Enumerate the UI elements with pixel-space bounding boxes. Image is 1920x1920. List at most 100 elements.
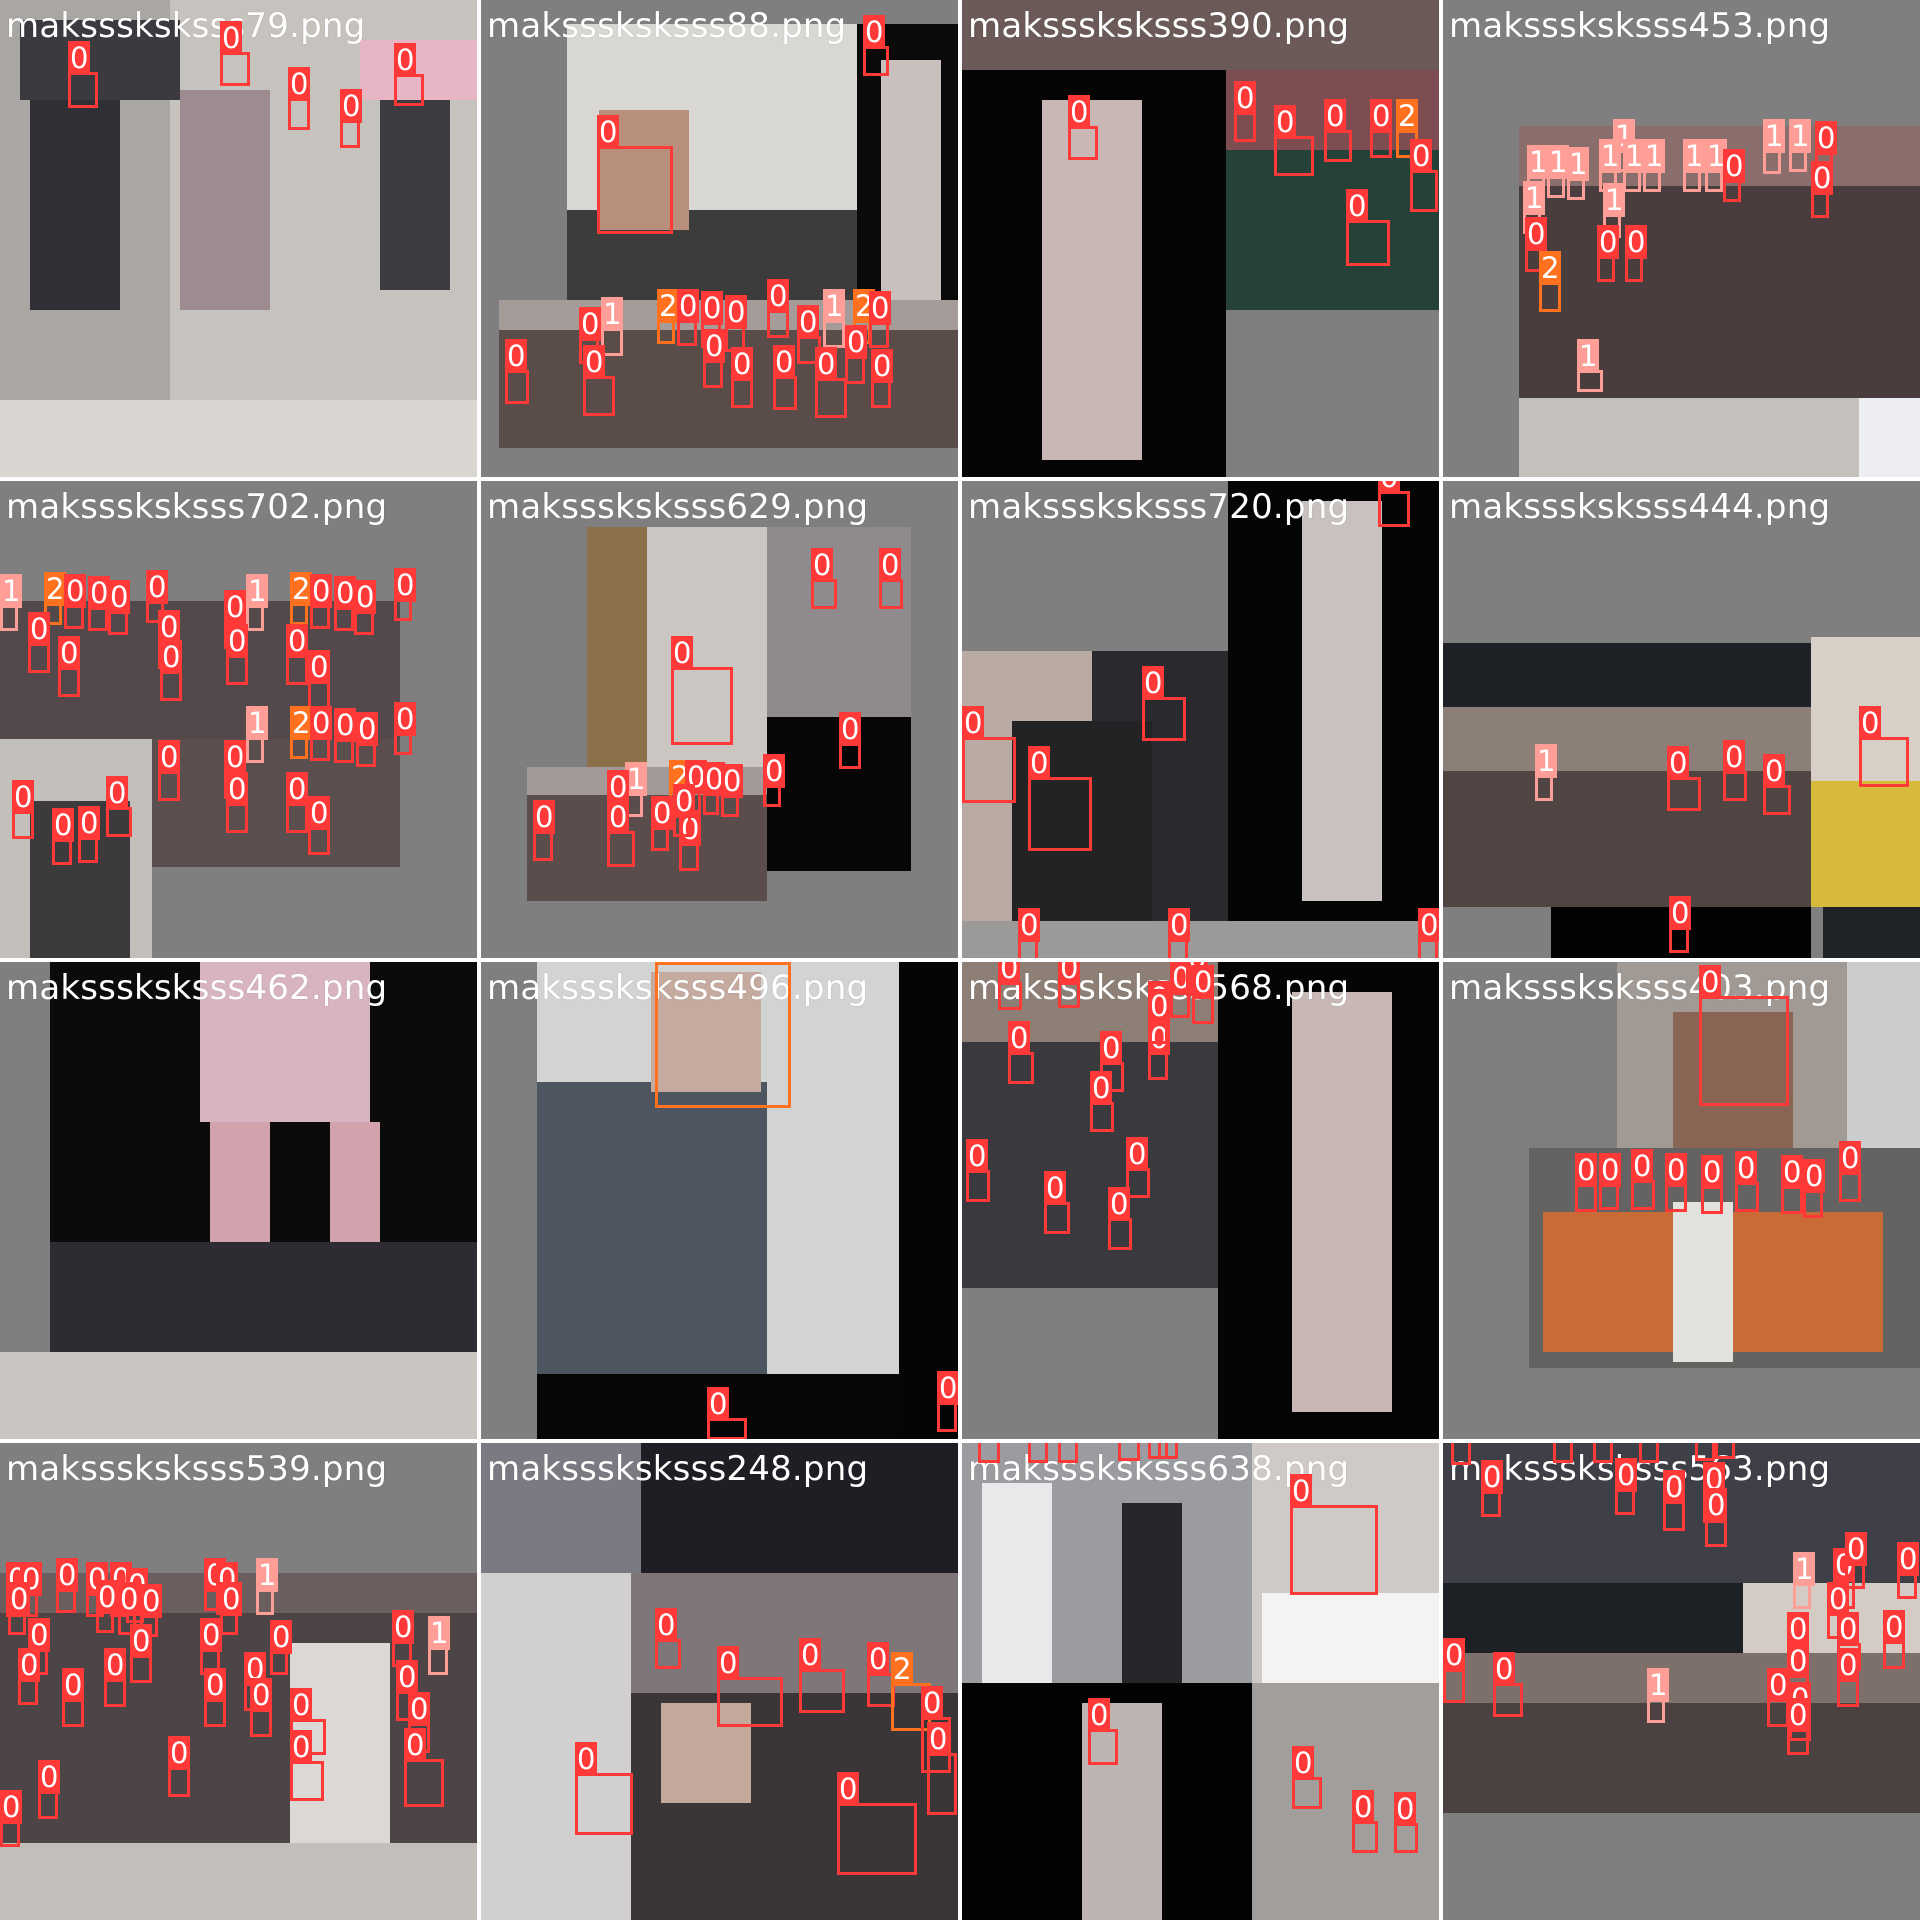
detection-class-label: 0 [158, 610, 181, 644]
detection-box: 0 [404, 1728, 444, 1807]
detection-box: 0 [286, 772, 309, 833]
detection-class-label: 0 [671, 636, 694, 670]
photo-region [1122, 1503, 1182, 1683]
detection-class-label: 0 [1669, 896, 1692, 930]
detection-class-label: 0 [1837, 1612, 1860, 1646]
detection-box: 0 [106, 776, 132, 837]
detection-class-label: 0 [1723, 740, 1746, 774]
photo-region [1226, 310, 1439, 477]
photo-region [962, 0, 1439, 70]
detection-class-label: 0 [78, 806, 101, 840]
detection-class-label: 0 [1378, 481, 1401, 494]
photo-region [360, 40, 477, 100]
detection-class-label: 2 [1539, 251, 1562, 285]
detection-box: 0 [978, 1443, 1000, 1463]
detection-class-label: 0 [677, 289, 700, 323]
detection-box: 0 [1897, 1542, 1920, 1599]
detection-box: 0 [871, 349, 894, 408]
detection-class-label: 0 [703, 762, 726, 796]
detection-box: 0 [104, 1648, 127, 1707]
tile-photo [962, 962, 1439, 1439]
photo-region [647, 527, 767, 767]
detection-class-label: 0 [583, 345, 606, 379]
mosaic-tile: 0 1 0 0 0 0 maksssksksss444.png [1443, 481, 1920, 958]
detection-box: 0 [286, 624, 309, 685]
detection-box: 0 [607, 800, 635, 867]
detection-class-label: 0 [104, 1648, 127, 1682]
detection-class-label: 0 [1811, 161, 1834, 195]
detection-class-label: 0 [64, 574, 87, 608]
detection-box: 0 [1669, 896, 1692, 953]
detection-box: 0 [1593, 1443, 1613, 1463]
detection-class-label: 1 [246, 574, 269, 608]
detection-class-label: 0 [1803, 1159, 1826, 1193]
photo-region [481, 1443, 641, 1573]
photo-region [962, 921, 1439, 958]
detection-box: 0 [679, 812, 702, 871]
detection-box: 0 [58, 636, 81, 697]
detection-box: 0 [288, 67, 311, 130]
detection-box: 0 [799, 1638, 845, 1713]
photo-region [30, 100, 120, 310]
detection-class-label: 0 [1068, 95, 1091, 129]
detection-box: 0 [773, 345, 797, 410]
detection-box: 0 [1018, 908, 1041, 958]
detection-box: 0 [1781, 1155, 1804, 1214]
tile-filename: maksssksksss248.png [487, 1449, 869, 1489]
detection-class-label: 0 [130, 1624, 153, 1658]
detection-class-label: 0 [1148, 989, 1171, 1023]
tile-filename: maksssksksss79.png [6, 6, 366, 46]
detection-class-label: 0 [1292, 1746, 1315, 1780]
detection-box: 0 [837, 1772, 917, 1875]
detection-box: 0 [1615, 1458, 1638, 1515]
detection-class-label: 1 [1567, 147, 1590, 181]
detection-class-label: 0 [310, 574, 333, 608]
detection-box: 0 [1787, 1698, 1810, 1755]
detection-box: 0 [354, 580, 377, 635]
detection-box: 0 [200, 1618, 223, 1675]
photo-region [1262, 1593, 1439, 1683]
detection-class-label: 0 [68, 41, 91, 75]
detection-box: 0 [673, 784, 696, 837]
detection-class-label: 0 [354, 580, 377, 614]
tile-photo [1443, 481, 1920, 958]
detection-class-label: 2 [290, 706, 313, 740]
tile-filename: maksssksksss444.png [1449, 487, 1831, 527]
detection-class-label: 0 [869, 291, 892, 325]
detection-box: 0 [28, 612, 51, 673]
detection-box: 1 [1547, 145, 1570, 198]
detection-class-label: 0 [731, 347, 754, 381]
detection-class-label: 0 [1763, 754, 1786, 788]
detection-class-label: 0 [58, 636, 81, 670]
detection-class-label: 0 [533, 800, 556, 834]
tile-photo [0, 481, 477, 958]
photo-region [1443, 771, 1811, 907]
detection-box: 0 [1723, 149, 1746, 202]
tile-filename: maksssksksss88.png [487, 6, 847, 46]
detection-box: 0 [340, 89, 363, 148]
detection-class-label: 0 [597, 115, 620, 149]
detection-box: 0 [356, 712, 379, 767]
detection-class-label: 0 [1274, 105, 1297, 139]
photo-region [1519, 398, 1920, 477]
mosaic-tile: 0 0 1 0 2 0 0 0 0 0 0 0 0 1 0 2 0 0 0 0 0 maksssksksss88.png [481, 0, 958, 477]
detection-box: 0 [767, 279, 790, 338]
photo-region [1443, 1703, 1920, 1813]
detection-class-label: 0 [837, 1772, 860, 1806]
detection-class-label: 0 [1665, 1153, 1688, 1187]
detection-class-label: 1 [1763, 119, 1786, 153]
detection-class-label: 0 [962, 706, 985, 740]
detection-box: 0 [1058, 1443, 1078, 1463]
detection-class-label: 2 [1396, 99, 1419, 133]
detection-class-label: 0 [226, 772, 249, 806]
detection-class-label: 0 [250, 1678, 273, 1712]
detection-class-label: 0 [863, 15, 886, 49]
detection-box: 0 [1008, 1021, 1034, 1084]
detection-class-label: 0 [18, 1648, 41, 1682]
detection-class-label: 2 [44, 572, 67, 606]
detection-box: 0 [703, 762, 726, 815]
detection-class-label: 0 [88, 576, 111, 610]
detection-class-label: 1 [1599, 139, 1622, 173]
detection-box: 0 [1088, 1698, 1118, 1765]
detection-box: 0 [8, 1582, 31, 1635]
